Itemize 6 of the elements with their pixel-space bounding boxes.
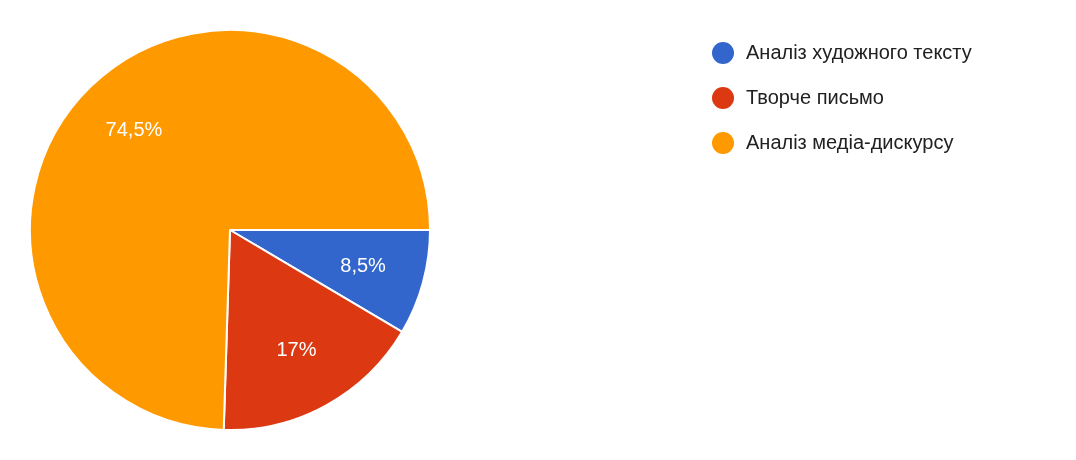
data-label: 17% <box>276 338 317 361</box>
legend-label: Аналіз художного тексту <box>746 41 972 64</box>
data-label: 74,5% <box>105 118 163 141</box>
legend-label: Аналіз медіа-дискурсу <box>746 131 954 154</box>
data-label: 8,5% <box>340 253 387 276</box>
legend-label: Творче письмо <box>746 86 884 109</box>
